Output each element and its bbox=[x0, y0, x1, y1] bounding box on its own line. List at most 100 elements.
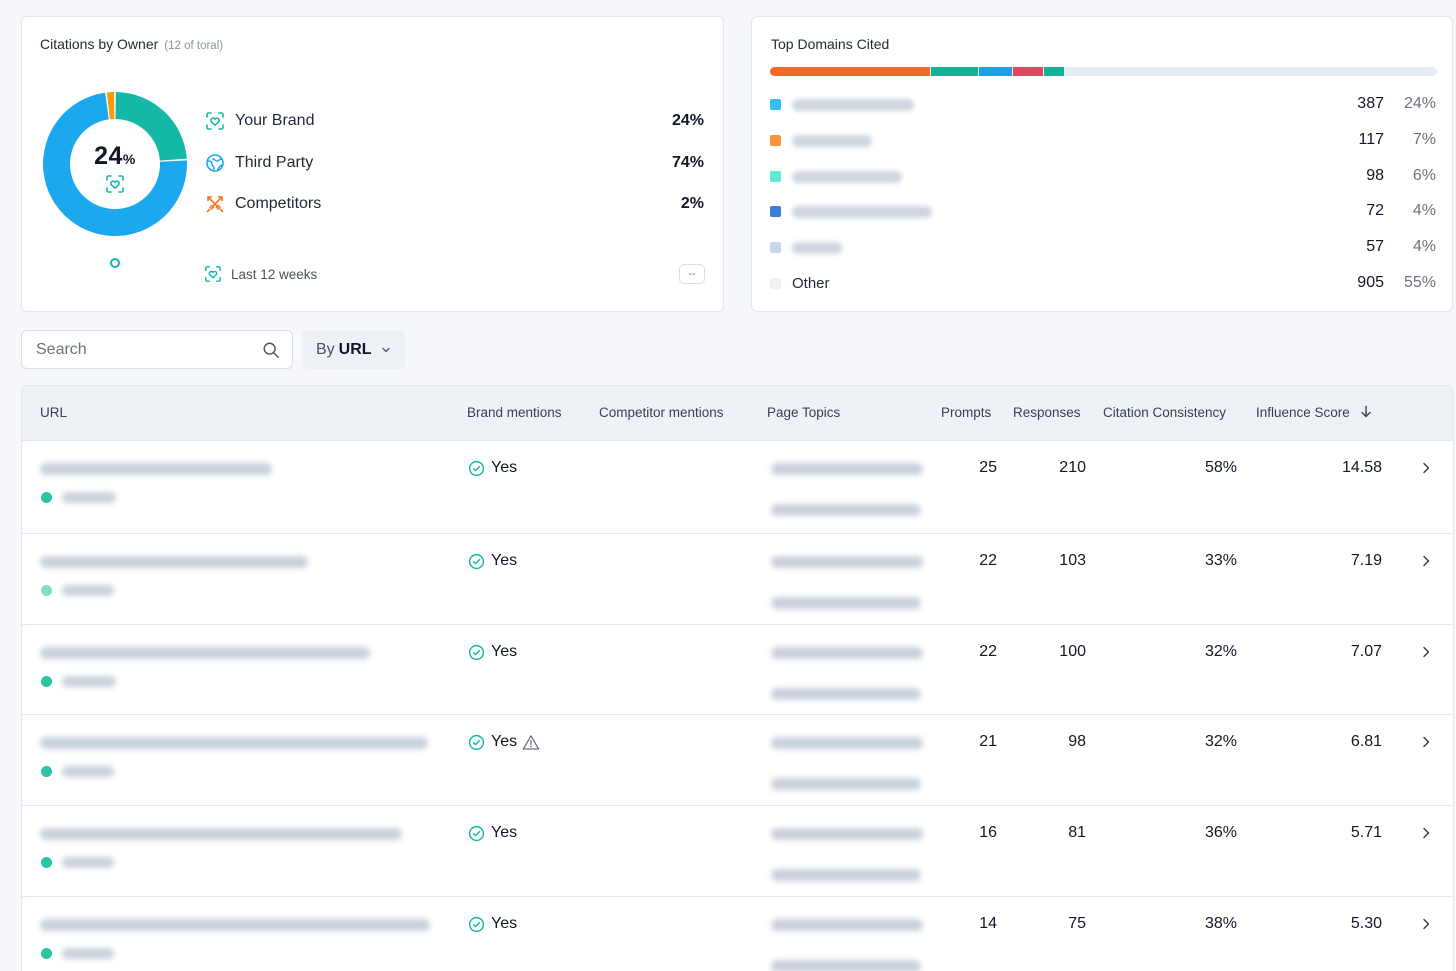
cell-responses: 103 bbox=[1059, 552, 1086, 569]
redacted-domain bbox=[792, 134, 872, 147]
donut-slice-third-party[interactable] bbox=[43, 92, 187, 236]
donut-slice-competitors[interactable] bbox=[106, 92, 115, 120]
chevron-right-icon[interactable] bbox=[1420, 645, 1432, 659]
chevron-right-icon[interactable] bbox=[1420, 826, 1432, 840]
period-options-button[interactable]: -- bbox=[679, 264, 705, 284]
cell-influence: 14.58 bbox=[1341, 459, 1382, 476]
brand-icon bbox=[204, 110, 226, 132]
table-row[interactable]: Yes 25 210 58% 14.58 bbox=[22, 441, 1453, 534]
redacted-brand bbox=[62, 676, 116, 687]
cell-prompts: 21 bbox=[979, 733, 997, 750]
donut-slice-your-brand[interactable] bbox=[115, 92, 187, 161]
cell-prompts: 22 bbox=[979, 552, 997, 569]
redacted-domain bbox=[792, 170, 902, 183]
column-page-topics[interactable]: Page Topics bbox=[767, 405, 841, 420]
column-citation-consistency[interactable]: Citation Consistency bbox=[1103, 405, 1227, 420]
domain-swatch bbox=[770, 241, 781, 253]
table-header: URL Brand mentions Competitor mentions P… bbox=[22, 386, 1453, 441]
domain-bar-segment bbox=[931, 67, 978, 76]
brand-mention-status: Yes bbox=[468, 824, 517, 842]
column-responses[interactable]: Responses bbox=[1013, 405, 1081, 420]
table-row[interactable]: Yes 22 100 32% 7.07 bbox=[22, 625, 1453, 715]
domain-name bbox=[792, 132, 1324, 149]
legend-pct: 24% bbox=[671, 112, 704, 129]
group-by-value: URL bbox=[338, 340, 372, 358]
table-row[interactable]: Yes 21 98 32% 6.81 bbox=[22, 715, 1453, 806]
domain-name bbox=[792, 239, 1324, 256]
check-circle-icon bbox=[468, 644, 485, 660]
search-icon[interactable] bbox=[262, 341, 280, 359]
domain-swatch bbox=[770, 205, 781, 217]
redacted-url bbox=[40, 828, 402, 840]
domain-row[interactable]: 98 6% bbox=[770, 164, 1436, 188]
redacted-topic bbox=[771, 647, 923, 659]
status-dot bbox=[41, 948, 52, 959]
column-competitor-mentions[interactable]: Competitor mentions bbox=[599, 405, 724, 420]
redacted-topic bbox=[771, 597, 921, 609]
cell-prompts: 16 bbox=[979, 824, 997, 841]
check-circle-icon bbox=[468, 460, 485, 476]
status-dot bbox=[41, 585, 52, 596]
redacted-topic bbox=[771, 919, 923, 931]
legend-pct: 2% bbox=[680, 195, 704, 212]
group-by-dropdown[interactable]: By URL bbox=[302, 330, 405, 369]
check-circle-icon bbox=[468, 734, 485, 750]
chevron-right-icon[interactable] bbox=[1420, 735, 1432, 749]
cell-consistency: 38% bbox=[1204, 915, 1237, 932]
domain-pct: 4% bbox=[1412, 238, 1436, 255]
domain-pct: 6% bbox=[1412, 167, 1436, 184]
search-box[interactable] bbox=[21, 330, 293, 369]
period-label: Last 12 weeks bbox=[231, 266, 318, 282]
redacted-topic bbox=[771, 688, 921, 700]
brand-mention-text: Yes bbox=[491, 643, 518, 660]
citations-card-title: Citations by Owner (12 of toral) bbox=[40, 36, 224, 52]
domain-count: 72 bbox=[1366, 202, 1384, 219]
citations-card-subtitle: (12 of toral) bbox=[164, 40, 224, 52]
domain-row[interactable]: 72 4% bbox=[770, 199, 1436, 223]
citations-by-owner-card: Citations by Owner (12 of toral) 24% Your… bbox=[21, 16, 724, 312]
warning-icon[interactable] bbox=[522, 734, 540, 751]
column-url[interactable]: URL bbox=[40, 405, 68, 420]
domain-pct: 55% bbox=[1403, 274, 1436, 291]
domain-row[interactable]: 57 4% bbox=[770, 235, 1436, 259]
column-influence-score[interactable]: Influence Score bbox=[1256, 405, 1372, 420]
redacted-url bbox=[40, 556, 308, 568]
cell-responses: 75 bbox=[1068, 915, 1086, 932]
legend-label: Third Party bbox=[235, 154, 314, 171]
swords-icon bbox=[204, 193, 226, 215]
table-row[interactable]: Yes 16 81 36% 5.71 bbox=[22, 806, 1453, 897]
chevron-right-icon[interactable] bbox=[1420, 461, 1432, 475]
carousel-dot[interactable] bbox=[110, 258, 120, 268]
check-circle-icon bbox=[468, 825, 485, 841]
column-brand-mentions[interactable]: Brand mentions bbox=[467, 405, 562, 420]
redacted-url bbox=[40, 737, 428, 749]
domain-bar-segment bbox=[978, 67, 1013, 76]
table-row[interactable]: Yes 14 75 38% 5.30 bbox=[22, 897, 1453, 971]
redacted-url bbox=[40, 919, 430, 931]
cell-responses: 98 bbox=[1068, 733, 1086, 750]
redacted-brand bbox=[62, 766, 114, 777]
redacted-topic bbox=[771, 869, 921, 881]
redacted-domain bbox=[792, 205, 932, 218]
search-input[interactable] bbox=[36, 340, 262, 359]
chevron-right-icon[interactable] bbox=[1420, 554, 1432, 568]
domain-count: 117 bbox=[1358, 131, 1384, 148]
brand-mention-text: Yes bbox=[491, 459, 518, 476]
domain-row[interactable]: 117 7% bbox=[770, 128, 1436, 152]
cell-prompts: 22 bbox=[979, 643, 997, 660]
brand-mention-text: Yes bbox=[491, 915, 518, 932]
cell-responses: 210 bbox=[1059, 459, 1086, 476]
cell-influence: 5.30 bbox=[1350, 915, 1382, 932]
cell-responses: 100 bbox=[1059, 643, 1086, 660]
domain-pct: 7% bbox=[1412, 131, 1436, 148]
domain-row[interactable]: 387 24% bbox=[770, 92, 1436, 116]
domain-row[interactable]: Other 905 55% bbox=[770, 271, 1436, 295]
cell-influence: 7.07 bbox=[1350, 643, 1382, 660]
table-row[interactable]: Yes 22 103 33% 7.19 bbox=[22, 534, 1453, 625]
brand-mention-status: Yes bbox=[468, 459, 517, 477]
redacted-brand bbox=[62, 948, 114, 959]
chevron-right-icon[interactable] bbox=[1420, 917, 1432, 931]
column-prompts[interactable]: Prompts bbox=[941, 405, 992, 420]
brand-mention-text: Yes bbox=[491, 733, 518, 750]
redacted-brand bbox=[62, 857, 114, 868]
